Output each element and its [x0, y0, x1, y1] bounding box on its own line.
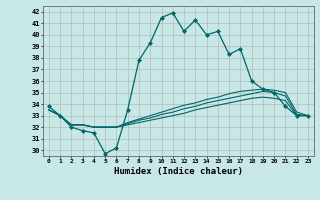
- X-axis label: Humidex (Indice chaleur): Humidex (Indice chaleur): [114, 167, 243, 176]
